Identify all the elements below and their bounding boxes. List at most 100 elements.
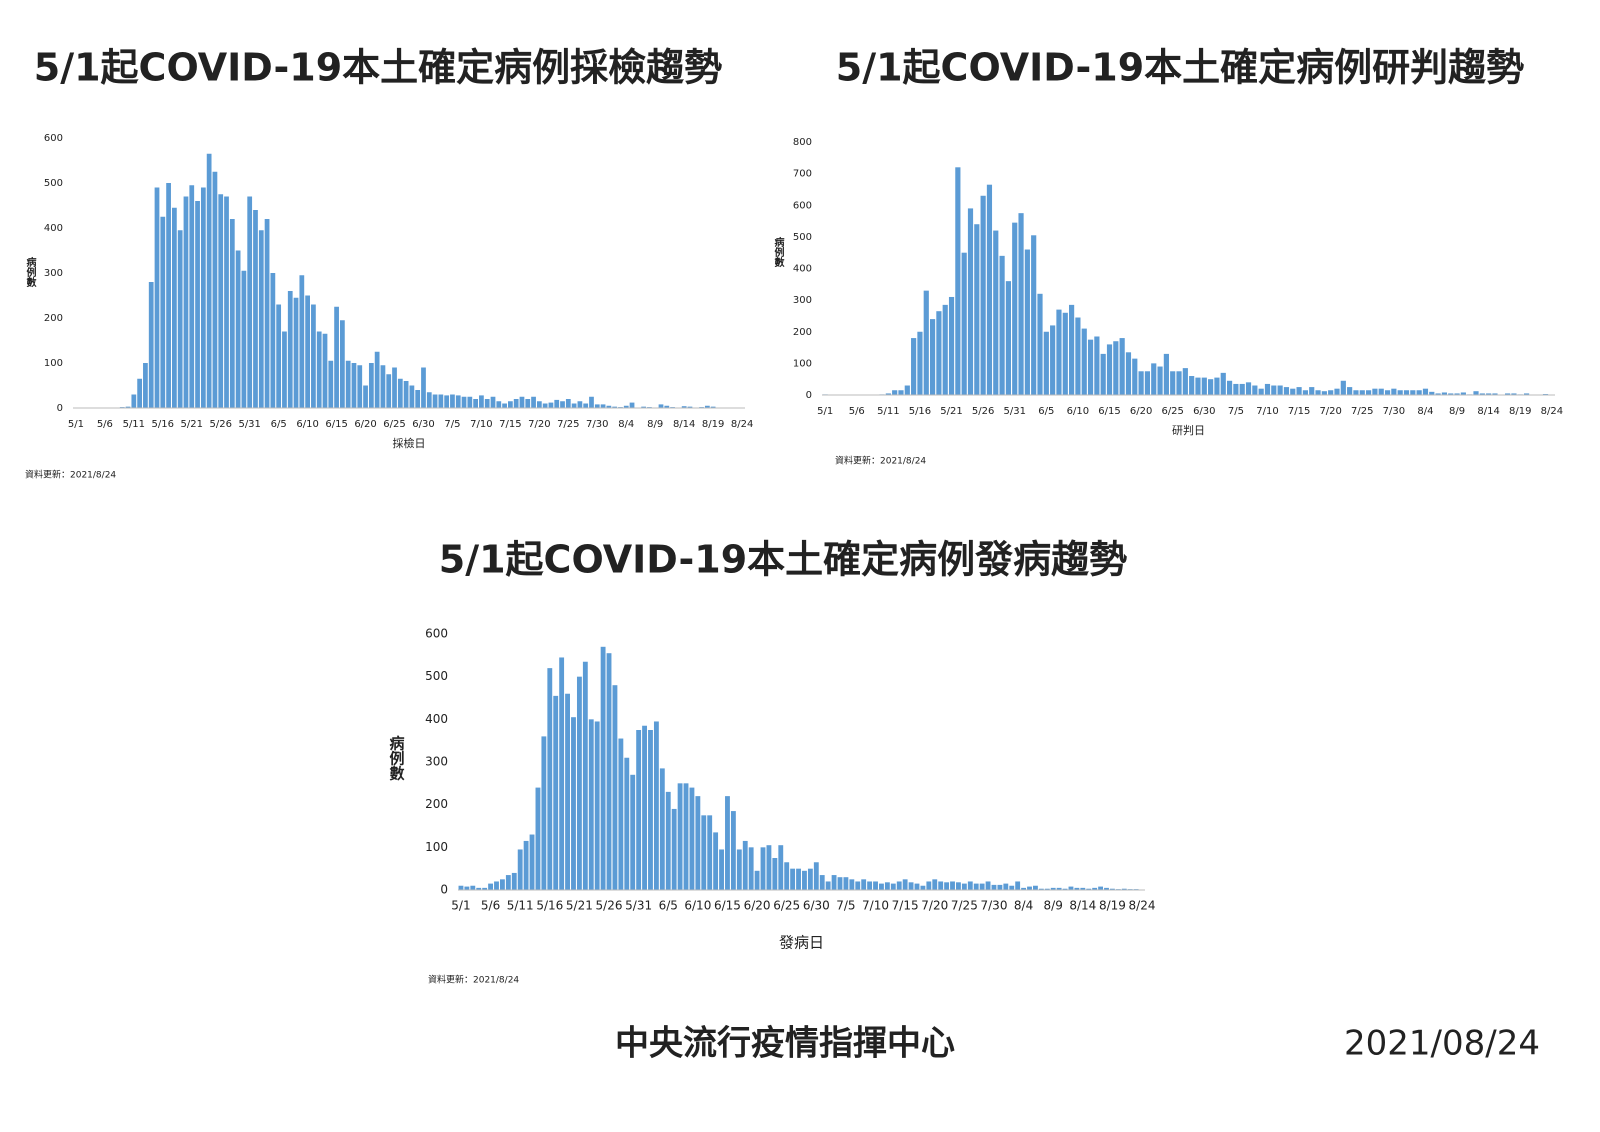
- bar: [1056, 887, 1062, 890]
- x-tick-label: 8/19: [1509, 406, 1531, 417]
- bar: [1201, 377, 1207, 395]
- bar: [1220, 372, 1226, 395]
- x-tick-label: 7/20: [528, 419, 550, 430]
- x-tick-label: 7/25: [951, 899, 978, 913]
- bar: [287, 291, 293, 408]
- bar: [707, 815, 713, 890]
- bar: [177, 230, 183, 408]
- x-tick-label: 8/4: [618, 419, 634, 430]
- bar: [1151, 363, 1157, 395]
- bar: [961, 883, 967, 890]
- x-tick-label: 5/26: [972, 406, 994, 417]
- x-tick-label: 8/19: [1099, 899, 1126, 913]
- bar: [873, 881, 878, 890]
- bar: [825, 881, 831, 890]
- bar: [636, 730, 642, 890]
- note: 資料更新：2021/8/24: [835, 455, 926, 467]
- y-tick-label: 600: [793, 200, 812, 211]
- bar: [1397, 390, 1403, 395]
- y-tick-label: 300: [425, 755, 448, 769]
- x-tick-label: 7/20: [921, 899, 948, 913]
- bar: [1113, 341, 1119, 395]
- bar: [999, 255, 1005, 395]
- bar: [1302, 390, 1308, 395]
- bar: [494, 881, 499, 890]
- x-tick-label: 8/9: [1044, 899, 1063, 913]
- bar: [904, 385, 910, 395]
- bar: [967, 208, 974, 395]
- bar: [322, 333, 328, 408]
- chart-title: 5/1起COVID-19本土確定病例採檢趨勢: [34, 46, 722, 90]
- bar: [1138, 371, 1144, 395]
- bar: [979, 883, 985, 890]
- x-tick-label: 6/25: [383, 419, 405, 430]
- bar: [648, 730, 653, 890]
- bar: [293, 297, 299, 408]
- x-tick-label: 5/6: [481, 899, 500, 913]
- bar: [392, 367, 397, 408]
- bar: [559, 657, 565, 890]
- bar: [843, 877, 849, 890]
- bar: [704, 405, 710, 408]
- bar: [1258, 388, 1264, 395]
- bar: [464, 886, 470, 890]
- bar: [577, 401, 583, 408]
- x-tick-label: 7/5: [1228, 406, 1244, 417]
- bar: [659, 768, 665, 890]
- x-tick-label: 5/31: [1003, 406, 1025, 417]
- bar: [241, 270, 247, 408]
- x-tick-label: 6/10: [684, 899, 711, 913]
- x-tick-label: 8/4: [1014, 899, 1033, 913]
- bar: [920, 885, 926, 890]
- bar: [1239, 383, 1245, 395]
- x-tick-label: 6/15: [1098, 406, 1120, 417]
- bar: [671, 808, 677, 890]
- bar: [299, 275, 305, 408]
- x-tick-label: 8/14: [673, 419, 695, 430]
- bar: [264, 219, 270, 408]
- bar: [1104, 887, 1109, 890]
- bar: [1208, 379, 1214, 395]
- bar: [1125, 352, 1132, 395]
- bar: [784, 862, 790, 890]
- bar: [235, 250, 241, 408]
- bar: [683, 783, 689, 890]
- bar: [932, 879, 938, 890]
- bar: [351, 363, 357, 408]
- bar: [802, 870, 807, 890]
- bar: [490, 396, 496, 408]
- x-tick-label: 7/30: [586, 419, 608, 430]
- bar: [1435, 393, 1441, 395]
- x-tick-label: 5/6: [849, 406, 865, 417]
- bar: [1384, 390, 1391, 395]
- x-tick-label: 8/14: [1069, 899, 1096, 913]
- bar: [1080, 887, 1086, 890]
- bar: [1372, 388, 1378, 395]
- bar: [1044, 888, 1050, 890]
- bar: [1003, 883, 1009, 890]
- y-tick-label: 600: [425, 627, 448, 641]
- bar: [1523, 393, 1530, 395]
- x-tick-label: 8/24: [731, 419, 753, 430]
- x-tick-label: 7/5: [836, 899, 855, 913]
- bar: [944, 882, 950, 890]
- bar: [641, 406, 646, 408]
- bar: [131, 394, 137, 408]
- y-tick-label: 400: [425, 712, 448, 726]
- bar: [1176, 371, 1182, 395]
- bar: [624, 757, 630, 890]
- x-axis-label: 研判日: [1172, 424, 1205, 437]
- bar: [1271, 385, 1277, 395]
- bar: [1410, 390, 1416, 395]
- bar: [1092, 887, 1098, 890]
- bar: [884, 882, 890, 890]
- bar: [535, 787, 541, 890]
- bar: [1353, 390, 1359, 395]
- y-tick-label: 600: [44, 133, 63, 144]
- bar: [606, 653, 612, 890]
- bar: [973, 883, 979, 890]
- bar: [476, 887, 482, 890]
- bar: [1009, 885, 1015, 890]
- bar: [1024, 249, 1030, 395]
- bar: [1460, 392, 1466, 395]
